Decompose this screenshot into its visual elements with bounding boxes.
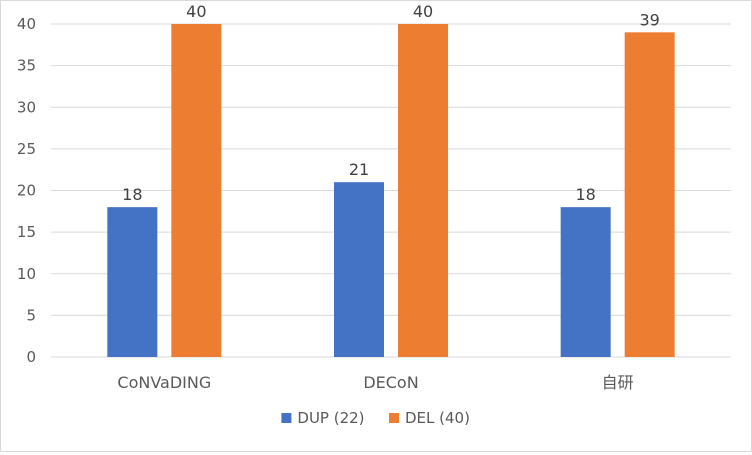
data-label: 40 (413, 2, 433, 21)
legend: DUP (22) DEL (40) (281, 409, 470, 427)
gridlines (51, 23, 731, 358)
data-label: 18 (122, 185, 142, 204)
data-labels: 18 40 21 40 18 39 (122, 2, 660, 204)
bar-dup (560, 207, 611, 357)
data-label: 21 (349, 160, 369, 179)
legend-swatch (389, 413, 399, 423)
y-tick-label: 20 (17, 182, 36, 200)
y-tick-label: 30 (17, 98, 36, 116)
y-tick-label: 25 (17, 140, 36, 158)
data-label: 18 (575, 185, 595, 204)
bar-del (398, 24, 448, 357)
bars (107, 24, 675, 357)
x-category-label: DECoN (363, 373, 418, 392)
y-tick-label: 10 (17, 265, 36, 283)
data-label: 39 (639, 10, 659, 29)
y-tick-label: 5 (26, 306, 36, 324)
y-tick-label: 35 (17, 57, 36, 75)
bar-dup (107, 207, 158, 357)
bar-dup (334, 182, 384, 357)
x-axis-categories: CoNVaDING DECoN 自研 (117, 373, 633, 392)
y-tick-label: 15 (17, 223, 36, 241)
y-tick-label: 40 (17, 15, 36, 33)
legend-label: DEL (40) (405, 409, 470, 427)
x-category-label: 自研 (602, 373, 634, 392)
legend-swatch (281, 413, 292, 423)
y-tick-label: 0 (26, 348, 36, 366)
data-label: 40 (186, 2, 206, 21)
y-axis-ticks: 0 5 10 15 20 25 30 35 40 (17, 15, 36, 366)
x-category-label: CoNVaDING (117, 373, 211, 392)
legend-label: DUP (22) (297, 409, 364, 427)
bar-del (171, 24, 222, 357)
bar-del (624, 32, 675, 357)
